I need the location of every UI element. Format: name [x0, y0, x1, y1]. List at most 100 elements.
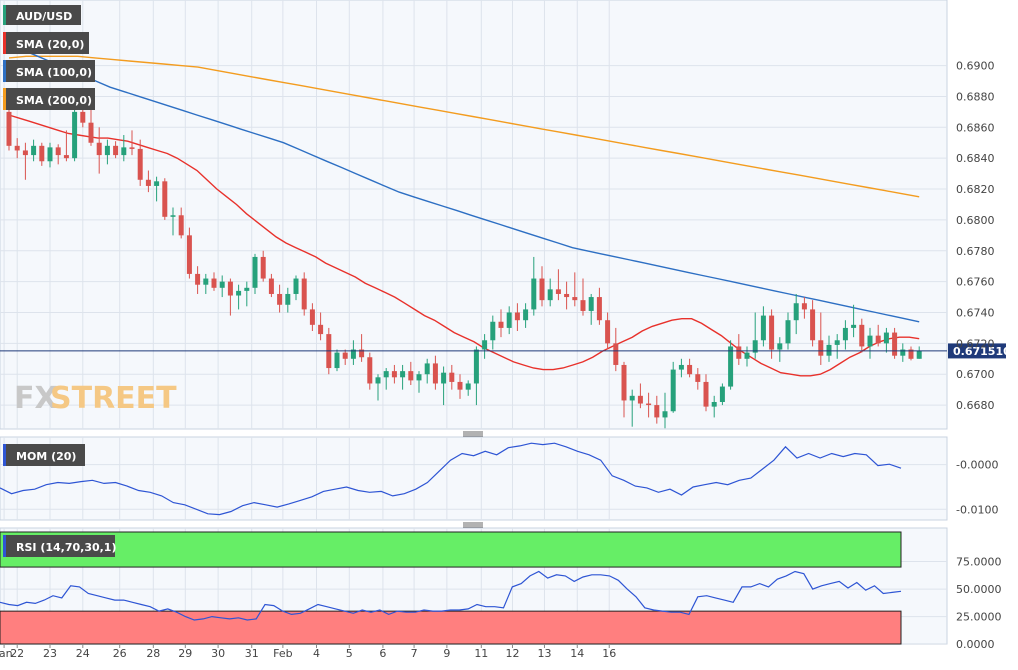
panel-resize-handle-2[interactable] — [463, 522, 483, 528]
candle-body — [252, 256, 258, 288]
candle — [678, 358, 684, 378]
candle-body — [908, 349, 914, 359]
candle — [883, 327, 889, 353]
candle — [277, 284, 283, 313]
price-tick-label: 0.6780 — [956, 245, 995, 258]
candle-body — [482, 340, 488, 350]
candle-body — [309, 309, 315, 325]
candle-body — [605, 320, 611, 344]
legend-sma-200[interactable]: SMA (200,0) — [3, 88, 95, 110]
candle-body — [687, 364, 693, 375]
candle — [670, 361, 676, 413]
candle-body — [498, 321, 504, 328]
legend-mom[interactable]: MOM (20) — [3, 444, 85, 466]
candle — [318, 312, 324, 341]
candle-body — [55, 147, 61, 156]
candle — [39, 142, 45, 166]
candle — [309, 303, 315, 332]
candle-body — [359, 349, 365, 358]
candle-body — [900, 349, 906, 356]
candle — [547, 278, 553, 307]
candle-body — [514, 312, 520, 321]
candle-body — [801, 303, 807, 310]
candle — [572, 272, 578, 307]
candle — [236, 284, 242, 310]
candle — [293, 275, 299, 301]
candle — [621, 361, 627, 418]
candle — [482, 334, 488, 359]
legend-sma-20[interactable]: SMA (20,0) — [3, 32, 89, 54]
candle-body — [637, 395, 643, 404]
candle-body — [572, 297, 578, 301]
candle — [55, 144, 61, 165]
candle — [908, 346, 914, 361]
candle — [449, 364, 455, 390]
candle-body — [186, 235, 192, 274]
momentum-line — [0, 442, 902, 516]
legend-rsi[interactable]: RSI (14,70,30,1) — [3, 535, 116, 557]
candle-body — [203, 278, 209, 285]
sma-20-line — [8, 114, 920, 377]
price-tick-label: 0.6700 — [956, 368, 995, 381]
candle-body — [137, 148, 143, 180]
legend-aud-usd[interactable]: AUD/USD — [3, 5, 81, 25]
rsi-oversold-zone — [0, 610, 902, 645]
candle-body — [883, 332, 889, 344]
x-tick-label: 6 — [379, 647, 386, 660]
candle-body — [367, 357, 373, 384]
candle — [465, 380, 471, 396]
candle — [268, 273, 274, 298]
candle-body — [227, 281, 233, 296]
candle — [654, 395, 660, 424]
candle — [96, 127, 102, 174]
price-tick-label: 0.6880 — [956, 90, 995, 103]
logo-fx: FX — [14, 381, 58, 416]
candle — [892, 327, 898, 359]
candle — [113, 141, 119, 159]
candle — [47, 142, 53, 168]
candle-body — [416, 374, 422, 381]
legend-sma-200-label: SMA (200,0) — [16, 94, 92, 107]
candle-body — [318, 324, 324, 335]
x-tick-label: 24 — [76, 647, 90, 660]
candle — [506, 306, 512, 335]
candle-body — [916, 350, 922, 359]
candle-body — [875, 335, 881, 344]
candle — [687, 358, 693, 378]
candle-body — [219, 281, 225, 288]
candle-body — [96, 142, 102, 156]
candle — [662, 392, 668, 429]
candle-body — [408, 371, 414, 381]
logo-street: STREET — [50, 381, 177, 416]
x-tick-label: 4 — [313, 647, 320, 660]
candle — [490, 315, 496, 350]
candle — [441, 366, 447, 406]
panel-resize-handle-1[interactable] — [463, 431, 483, 437]
candle-body — [654, 405, 660, 418]
price-tick-label: 0.6800 — [956, 214, 995, 227]
candle — [432, 355, 438, 390]
candle-body — [785, 320, 791, 344]
candle — [646, 392, 652, 418]
rsi-y-axis: 0.0000 25.0000 50.0000 75.0000 — [956, 556, 1002, 652]
candle — [457, 374, 463, 399]
candle — [342, 349, 348, 365]
candle — [818, 312, 824, 365]
candle — [900, 343, 906, 362]
candle-body — [14, 145, 20, 151]
x-tick-label: 7 — [411, 647, 418, 660]
mom-tick-label: -0.0000 — [956, 459, 998, 472]
candle-body — [145, 179, 151, 186]
candle — [301, 272, 307, 316]
legend-sma-100[interactable]: SMA (100,0) — [3, 60, 95, 82]
price-tick-label: 0.6680 — [956, 399, 995, 412]
mom-tick-label: -0.0100 — [956, 503, 998, 516]
x-tick-label: 9 — [443, 647, 450, 660]
mom-path — [0, 442, 902, 516]
candle — [842, 320, 848, 350]
candle-body — [293, 278, 299, 294]
candle — [391, 364, 397, 384]
candle-body — [31, 145, 37, 156]
candle-body — [531, 278, 537, 310]
